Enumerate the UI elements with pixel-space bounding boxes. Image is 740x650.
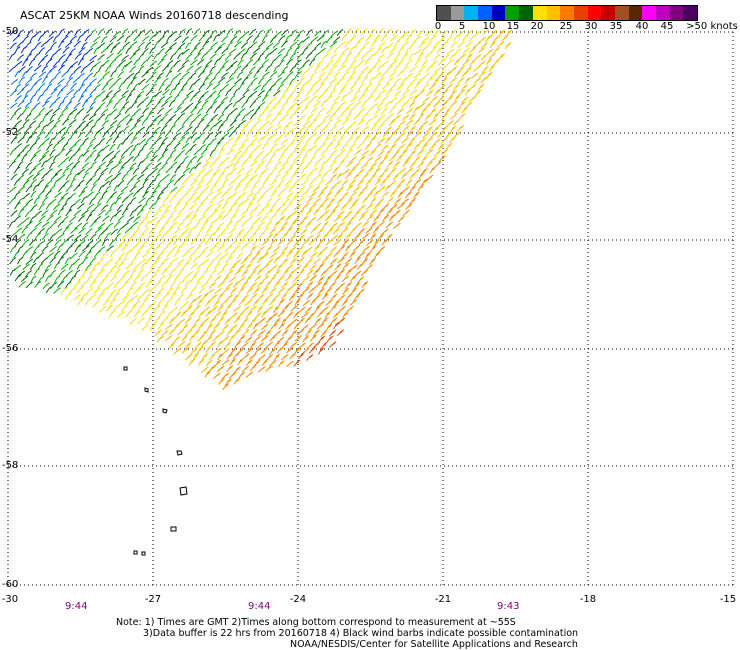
colorbar-label: 0 (434, 21, 442, 32)
island-outline (179, 486, 188, 496)
note-line-2: 3)Data buffer is 22 hrs from 20160718 4)… (143, 628, 579, 639)
colorbar-segment (628, 6, 643, 20)
colorbar-label: 15 (506, 21, 520, 32)
longitude-label: -18 (579, 594, 597, 605)
island-outline (144, 387, 149, 393)
colorbar-label: 30 (584, 21, 598, 32)
wind-barb-group (9, 69, 97, 110)
colorbar-segment (450, 6, 465, 20)
colorbar-segment (601, 6, 615, 20)
latitude-label: -54 (2, 234, 19, 245)
island-outline (123, 366, 128, 371)
colorbar-label: 10 (482, 21, 496, 32)
wind-barb-group (8, 28, 344, 294)
colorbar-segment (505, 6, 520, 20)
longitude-label: -15 (719, 594, 737, 605)
latitude-label: -58 (2, 460, 19, 471)
island-outline (176, 450, 183, 456)
colorbar-segment (478, 6, 492, 20)
wind-barb-group (154, 29, 512, 374)
colorbar-segment (683, 6, 698, 20)
longitude-label: -30 (1, 594, 19, 605)
pass-time-label: 9:43 (497, 601, 520, 612)
lat-lon-grid (7, 31, 734, 586)
map-title: ASCAT 25KM NOAA Winds 20160718 descendin… (20, 9, 289, 22)
island-outlines (123, 366, 188, 556)
colorbar-segment (642, 6, 656, 20)
colorbar-label: 45 (660, 21, 674, 32)
note-line-1: Note: 1) Times are GMT 2)Times along bot… (116, 617, 516, 628)
latitude-label: -60 (2, 579, 19, 590)
colorbar-label: >50 knots (686, 21, 738, 32)
colorbar-segment (532, 6, 547, 20)
island-outline (133, 550, 138, 555)
island-outline (170, 526, 177, 532)
pass-time-label: 9:44 (65, 601, 88, 612)
longitude-label: -24 (289, 594, 307, 605)
colorbar-segment (519, 6, 533, 20)
longitude-label: -21 (434, 594, 452, 605)
wind-barbs (8, 27, 512, 391)
colorbar-segment (560, 6, 574, 20)
latitude-label: -50 (2, 26, 19, 37)
colorbar-label: 20 (530, 21, 544, 32)
colorbar-segment (491, 6, 506, 20)
note-line-3: NOAA/NESDIS/Center for Satellite Applica… (290, 639, 578, 650)
latitude-label: -56 (2, 343, 19, 354)
colorbar-segment (669, 6, 684, 20)
wind-speed-colorbar (436, 5, 698, 21)
latitude-label: -52 (2, 127, 19, 138)
colorbar-segment (437, 6, 451, 20)
colorbar-segment (656, 6, 670, 20)
colorbar-segment (587, 6, 602, 20)
island-outline (141, 551, 146, 556)
wind-barb-group (8, 28, 98, 74)
colorbar-segment (464, 6, 479, 20)
pass-time-label: 9:44 (248, 601, 271, 612)
wind-barb-group (8, 28, 339, 294)
wind-barb-group (60, 27, 490, 332)
colorbar-label: 35 (609, 21, 623, 32)
colorbar-segment (573, 6, 588, 20)
colorbar-label: 5 (458, 21, 466, 32)
longitude-label: -27 (144, 594, 162, 605)
wind-barb-group (204, 155, 446, 391)
colorbar-label: 25 (559, 21, 573, 32)
wind-barb-group (293, 317, 346, 367)
colorbar-segment (614, 6, 629, 20)
colorbar-label: 40 (635, 21, 649, 32)
colorbar-segment (546, 6, 561, 20)
island-outline (162, 408, 168, 414)
